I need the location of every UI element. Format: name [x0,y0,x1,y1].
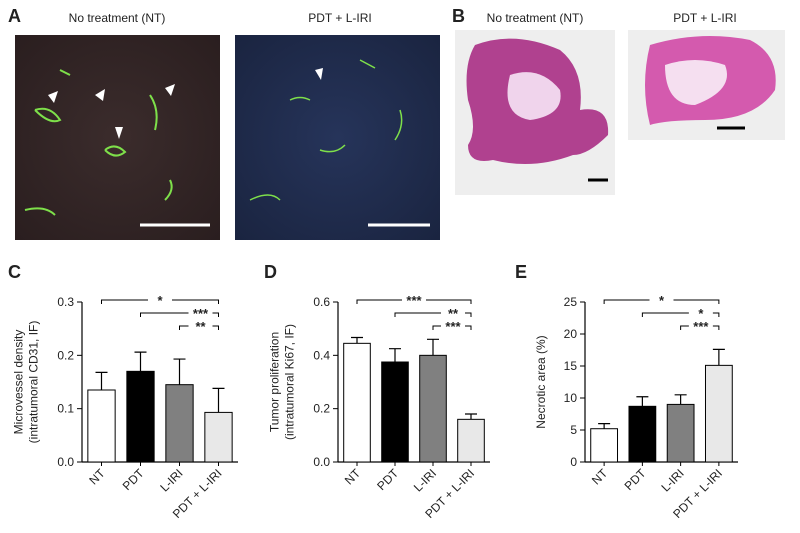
y-tick-label: 0.3 [57,295,74,309]
error-bar [134,351,147,372]
image-caption: No treatment (NT) [487,11,584,25]
panel-letter: C [8,262,21,282]
bar [381,361,409,463]
bar [590,428,619,463]
significance-label: *** [693,319,709,334]
label-bg [402,295,426,304]
error-bar [636,396,649,407]
bar [165,384,194,463]
error-bar [674,394,687,405]
micrograph [235,35,440,240]
x-tick-label: L-IRI [658,466,686,494]
y-tick-label: 0.1 [57,402,74,416]
significance-label: * [698,306,704,321]
label-bg [688,321,713,330]
x-tick-label: L-IRI [411,466,439,494]
y-tick-label: 15 [564,359,578,373]
y-tick-label: 10 [564,391,578,405]
panel-a: A No treatment (NT) PDT + L-IRI [8,6,440,240]
vessels [24,69,173,216]
error-bar [212,387,225,413]
y-axis-label: (intratumoral CD31, IF) [27,321,41,444]
significance-bracket [641,312,720,317]
panel-letter: B [452,6,465,26]
y-tick-label: 0.4 [313,348,330,362]
error-bar [598,423,611,429]
charts: C Microvessel density (intratumoral CD31, … [8,262,738,521]
x-tick-label: PDT [622,466,649,493]
error-bar [465,413,477,420]
significance-label: * [659,293,665,308]
label-bg [148,295,172,304]
label-bg [441,321,465,330]
error-bar [427,338,439,356]
y-tick-label: 20 [564,327,578,341]
error-bar [95,371,108,390]
necrosis [507,72,561,120]
significance-bracket [140,312,219,317]
significance-label: * [157,293,163,308]
y-tick-label: 0.2 [313,402,330,416]
y-tick-label: 0.0 [57,455,74,469]
arrowhead [315,68,323,80]
image-caption: No treatment (NT) [69,11,166,25]
significance-label: *** [445,319,461,334]
image-caption: PDT + L-IRI [673,11,736,25]
x-tick-label: NT [342,466,364,488]
label-bg [188,321,213,330]
bar [628,405,657,463]
significance-label: *** [406,293,422,308]
bar [87,389,116,463]
x-tick-label: PDT [374,466,401,493]
x-tick-label: NT [86,466,108,488]
y-axis-label: Necrotic area (%) [534,335,548,428]
necrosis [665,60,727,105]
y-axis-label: (intratumoral Ki67, IF) [283,324,297,440]
bar [704,364,733,463]
y-tick-label: 0 [570,455,577,469]
x-tick-label: PDT [120,466,147,493]
label-bg [649,295,674,304]
micrograph [15,35,220,240]
bar-chart: D Tumor proliferation (intratumoral Ki67, … [264,262,490,521]
error-bar [389,348,401,362]
bar [457,418,485,463]
error-bar [351,336,363,344]
label-bg [441,308,465,317]
y-tick-label: 25 [564,295,578,309]
significance-label: *** [193,306,209,321]
image-caption: PDT + L-IRI [308,11,371,25]
y-axis-label: Microvessel density [12,330,26,435]
significance-label: ** [195,319,206,334]
bar [343,342,371,463]
panel-letter: D [264,262,277,282]
y-tick-label: 0.0 [313,455,330,469]
x-tick-label: NT [589,466,611,488]
significance-label: ** [448,306,459,321]
bar-chart: C Microvessel density (intratumoral CD31, … [8,262,238,521]
y-tick-label: 5 [570,423,577,437]
bar [419,354,447,463]
panel-b: B No treatment (NT) PDT + L-IRI [452,6,785,195]
y-tick-label: 0.2 [57,348,74,362]
label-bg [188,308,213,317]
label-bg [688,308,713,317]
significance-bracket [394,312,472,317]
panel-letter: A [8,6,21,26]
y-tick-label: 0.6 [313,295,330,309]
error-bar [173,358,186,385]
panel-letter: E [515,262,527,282]
x-tick-label: L-IRI [157,466,185,494]
bar [204,411,233,463]
bar [126,370,155,463]
y-axis-label: Tumor proliferation [268,332,282,432]
bar [666,403,695,463]
vessels [249,59,403,201]
error-bar [712,348,725,366]
